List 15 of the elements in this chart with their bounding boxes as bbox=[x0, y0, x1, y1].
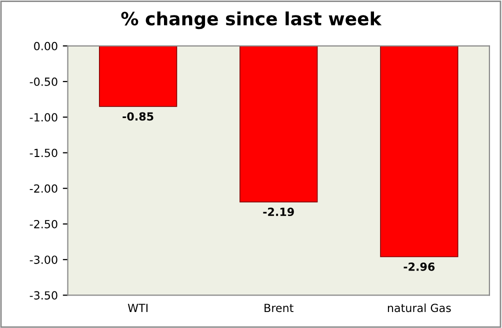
x-tick-label: natural Gas bbox=[388, 304, 451, 312]
x-tick-label: WTI bbox=[128, 304, 148, 312]
y-tick-label: -1.50 bbox=[30, 148, 58, 158]
y-tick-label: -0.50 bbox=[30, 78, 58, 86]
y-tick-label: -1.00 bbox=[30, 113, 58, 122]
y-tick-label: -3.00 bbox=[30, 256, 58, 264]
chart-title: % change since last week bbox=[121, 11, 382, 30]
y-tick-label: -2.00 bbox=[30, 184, 58, 193]
data-label: -2.96 bbox=[404, 262, 435, 271]
y-tick-label: 0.00 bbox=[34, 42, 58, 50]
y-tick-label: -3.50 bbox=[30, 291, 58, 300]
y-tick-label: -2.50 bbox=[30, 220, 58, 228]
data-label: -2.19 bbox=[263, 208, 294, 216]
data-label: -0.85 bbox=[122, 112, 154, 121]
x-tick-label: Brent bbox=[264, 304, 294, 312]
